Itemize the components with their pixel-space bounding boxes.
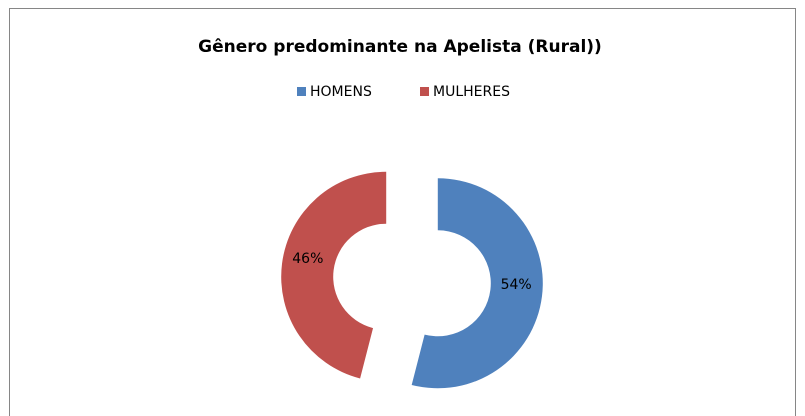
data-label: 54% (501, 277, 532, 293)
legend-swatch (297, 87, 306, 96)
legend-label: HOMENS (310, 84, 372, 100)
donut-slice (411, 178, 543, 389)
legend-swatch (420, 87, 429, 96)
legend-label: MULHERES (433, 84, 510, 100)
data-label: 46% (292, 251, 323, 267)
chart-border (9, 8, 796, 416)
chart-title: Gênero predominante na Apelista (Rural)) (198, 37, 602, 57)
donut-slice (281, 171, 387, 379)
